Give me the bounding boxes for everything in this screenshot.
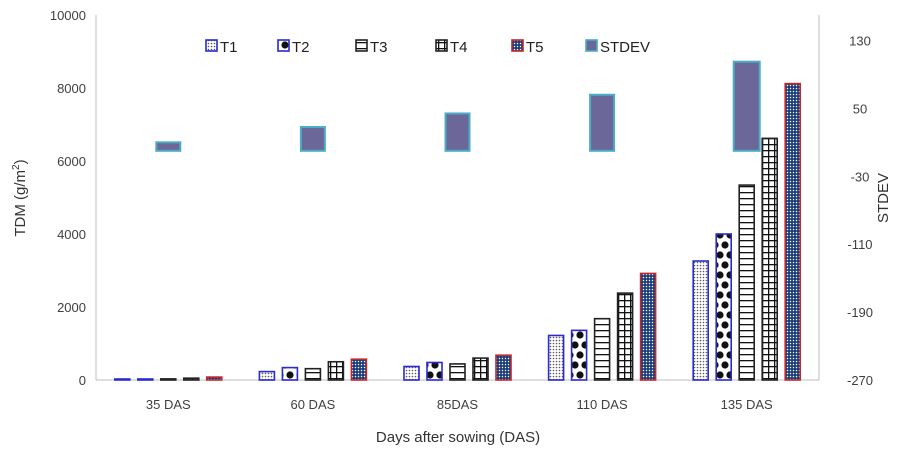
legend-label: T4 (450, 39, 468, 56)
bar-t4 (616, 292, 634, 381)
bar-t3 (738, 184, 756, 381)
y-axis-title: TDM (g/m2) (11, 159, 29, 236)
bar-t2 (281, 366, 299, 381)
y2-tick-label: -190 (847, 305, 873, 320)
bar-t5 (495, 354, 512, 381)
y-axis-title-main: TDM (g/m (12, 170, 29, 237)
bar-t3 (593, 317, 611, 381)
legend-label: T1 (220, 39, 238, 56)
y-tick-label: 0 (79, 373, 86, 388)
bar-t1 (258, 370, 276, 381)
bar-t2 (426, 361, 443, 381)
plot-area (95, 15, 820, 381)
bar-t4 (183, 377, 200, 381)
legend-label: T5 (526, 39, 544, 56)
stdev-bar (589, 93, 616, 152)
bar-series (114, 82, 802, 381)
stdev-bar (155, 141, 182, 152)
y2-tick-label: -110 (847, 237, 872, 252)
legend-swatch (355, 39, 368, 52)
secondary-y-axis-title: STDEV (875, 173, 892, 223)
bar-t1 (114, 378, 131, 381)
legend-swatch (435, 39, 448, 52)
bar-t4 (327, 360, 345, 381)
legend-label: T2 (292, 39, 310, 56)
x-tick-label: 35 DAS (146, 397, 191, 412)
bar-t4 (761, 137, 779, 381)
bar-t3 (304, 367, 322, 381)
y2-tick-label: 130 (849, 33, 871, 48)
y-tick-label: 4000 (57, 227, 86, 242)
bar-t5 (206, 376, 223, 381)
y-tick-label: 10000 (50, 8, 86, 23)
legend-label: T3 (370, 39, 388, 56)
secondary-y-axis-ticks: -270 -190 -110 -30 50 130 (847, 33, 873, 388)
y-axis-ticks: 0 2000 4000 6000 8000 10000 (50, 8, 86, 388)
bar-t1 (547, 334, 565, 381)
x-tick-label: 85DAS (437, 397, 479, 412)
legend-swatch (277, 39, 290, 52)
y2-tick-label: 50 (853, 101, 867, 116)
x-axis-title: Days after sowing (DAS) (376, 429, 540, 446)
bar-t4 (472, 357, 489, 381)
y-tick-label: 2000 (57, 300, 86, 315)
y2-tick-label: -270 (847, 373, 873, 388)
legend-swatch (511, 39, 524, 52)
legend-label: STDEV (600, 39, 650, 56)
stdev-series (155, 60, 761, 152)
legend: T1 T2 T3 T4 T5 STDEV (205, 39, 650, 56)
y-axis-title-sup: 2 (11, 164, 22, 170)
x-tick-label: 110 DAS (577, 397, 628, 412)
bar-t5 (350, 358, 368, 381)
stdev-bar (732, 60, 761, 152)
legend-swatch (585, 39, 598, 52)
bar-t2 (715, 233, 733, 381)
bar-t5 (784, 82, 802, 381)
y2-tick-label: -30 (851, 169, 870, 184)
stdev-bar (444, 112, 471, 152)
bar-t1 (692, 260, 710, 381)
y-axis-title-close: ) (12, 159, 29, 164)
bar-t5 (639, 272, 657, 381)
stdev-bar (299, 126, 326, 152)
y-tick-label: 8000 (57, 81, 86, 96)
x-tick-label: 135 DAS (721, 397, 773, 412)
x-tick-label: 60 DAS (290, 397, 335, 412)
bar-t2 (137, 378, 154, 381)
y-tick-label: 6000 (57, 154, 86, 169)
legend-swatch (205, 39, 218, 52)
bar-t1 (403, 365, 420, 381)
bar-t2 (570, 329, 588, 381)
bar-t3 (449, 363, 466, 381)
bar-t3 (160, 378, 177, 381)
x-axis-ticks: 35 DAS 60 DAS 85DAS 110 DAS 135 DAS (146, 397, 773, 412)
